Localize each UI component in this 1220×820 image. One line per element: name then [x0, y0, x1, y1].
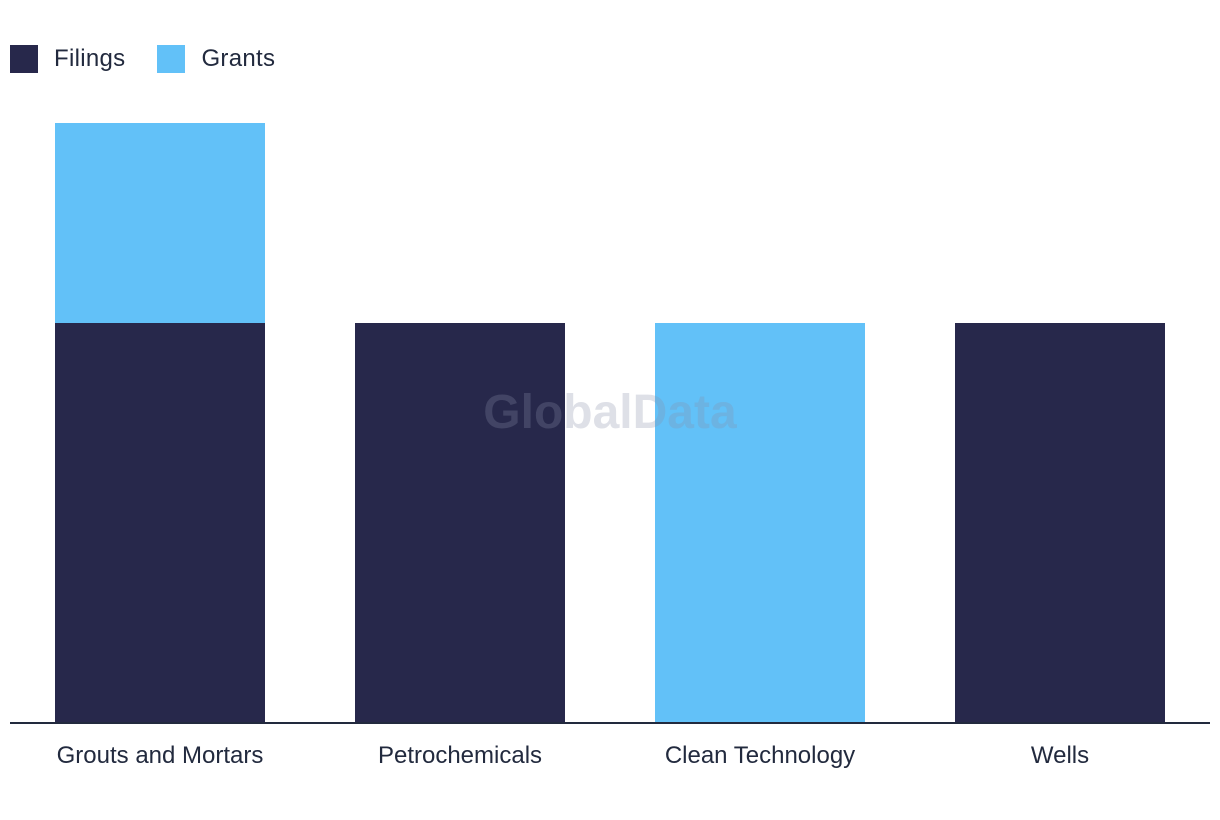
bar-grants-clean-technology [655, 323, 865, 723]
legend-label-grants: Grants [201, 45, 276, 72]
bar-grants-grouts-and-mortars [55, 123, 265, 323]
watermark: GlobalData [483, 386, 737, 439]
x-tick-label-clean-technology: Clean Technology [665, 742, 855, 769]
x-tick-label-petrochemicals: Petrochemicals [378, 742, 542, 769]
bar-filings-wells [955, 323, 1165, 723]
legend-item-grants: Grants [157, 45, 275, 73]
bar-filings-petrochemicals [355, 323, 565, 723]
legend-swatch-filings [10, 45, 38, 73]
bar-filings-grouts-and-mortars [55, 323, 265, 723]
bars-group [55, 123, 1165, 723]
x-tick-label-grouts-and-mortars: Grouts and Mortars [57, 742, 264, 769]
x-axis-ticks: Grouts and Mortars Petrochemicals Clean Te… [57, 742, 1089, 769]
x-tick-label-wells: Wells [1031, 742, 1089, 769]
legend-swatch-grants [157, 45, 186, 73]
chart-legend: Filings Grants [10, 44, 307, 74]
legend-item-filings: Filings [10, 45, 125, 73]
legend-label-filings: Filings [54, 45, 126, 72]
